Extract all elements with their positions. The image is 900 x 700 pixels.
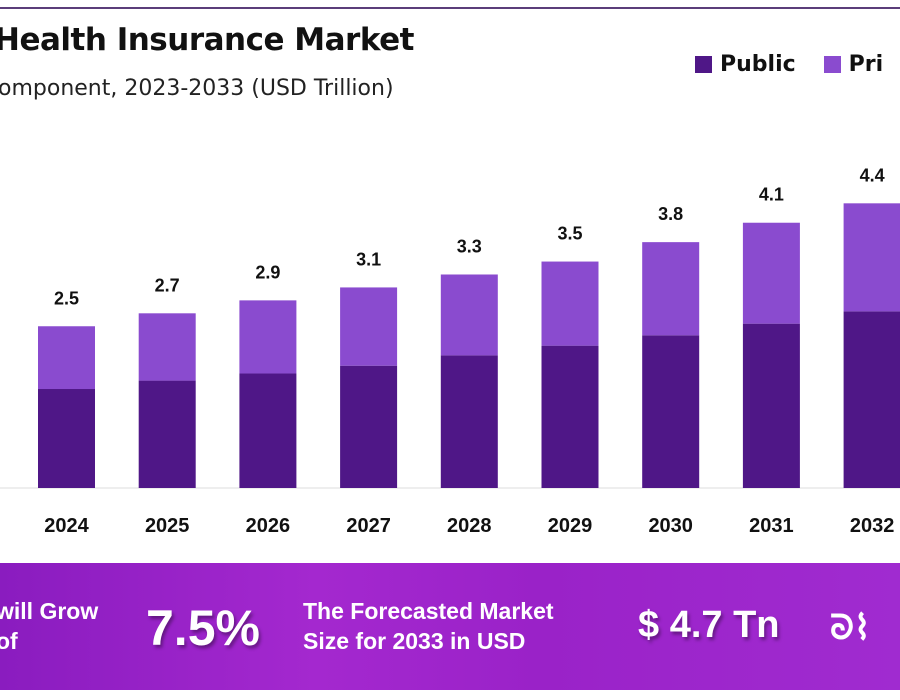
- x-tick-label-2032: 2032: [850, 515, 895, 537]
- bar-private-2028: [440, 274, 498, 356]
- data-label-2031: 4.1: [759, 185, 784, 205]
- data-label-2028: 3.3: [457, 236, 482, 256]
- x-tick-label-2031: 2031: [749, 515, 794, 537]
- x-tick-label-2029: 2029: [548, 515, 593, 537]
- bar-public-2032: [843, 311, 900, 488]
- bar-private-2024: [38, 326, 95, 390]
- forecast-text: The Forecasted Market Size for 2033 in U…: [303, 596, 554, 656]
- bar-private-2026: [239, 300, 297, 374]
- chart-subtitle: omponent, 2023-2033 (USD Trillion): [0, 76, 394, 101]
- growth-text-line2: of: [0, 628, 18, 654]
- bar-private-2032: [843, 203, 900, 312]
- legend-label-private: Pri: [848, 52, 884, 77]
- growth-text: will Grow of: [0, 596, 98, 656]
- legend-swatch-private: [823, 56, 841, 73]
- bar-public-2027: [340, 365, 398, 488]
- legend-swatch-public: [695, 56, 712, 73]
- legend-label-public: Public: [720, 52, 796, 77]
- x-tick-label-2030: 2030: [648, 515, 693, 537]
- x-tick-label-2025: 2025: [145, 515, 190, 537]
- bar-public-2031: [742, 323, 800, 488]
- forecast-text-line2: Size for 2033 in USD: [303, 628, 526, 654]
- legend-item-private: Pri: [823, 52, 884, 77]
- x-tick-label-2026: 2026: [246, 515, 291, 537]
- data-label-2027: 3.1: [356, 249, 381, 269]
- bar-private-2025: [138, 313, 196, 381]
- x-tick-label-2028: 2028: [447, 515, 492, 537]
- bar-public-2029: [541, 345, 599, 488]
- bar-private-2029: [541, 261, 599, 346]
- top-divider: [0, 7, 900, 9]
- bar-public-2024: [38, 389, 95, 488]
- bar-public-2026: [239, 373, 297, 488]
- bar-public-2028: [440, 355, 498, 488]
- brand-logo-icon: ᘐ⌇: [830, 609, 871, 647]
- data-label-2032: 4.4: [860, 165, 885, 185]
- bar-private-2031: [742, 222, 800, 324]
- bar-public-2030: [642, 335, 700, 488]
- data-label-2025: 2.7: [155, 275, 180, 295]
- forecast-value: $ 4.7 Tn: [638, 604, 780, 646]
- bar-public-2025: [138, 380, 196, 488]
- forecast-text-line1: The Forecasted Market: [303, 598, 554, 624]
- bar-private-2027: [340, 287, 398, 366]
- summary-banner: will Grow of 7.5% The Forecasted Market …: [0, 563, 900, 690]
- growth-text-line1: will Grow: [0, 598, 99, 624]
- bar-private-2030: [642, 242, 700, 336]
- legend: Public Pri: [695, 52, 883, 77]
- data-label-2030: 3.8: [658, 204, 683, 224]
- chart-title: Health Insurance Market: [0, 22, 414, 58]
- x-tick-label-2024: 2024: [44, 515, 89, 537]
- legend-item-public: Public: [695, 52, 796, 77]
- data-label-2024: 2.5: [54, 288, 79, 308]
- x-tick-label-2027: 2027: [346, 515, 391, 537]
- data-label-2026: 2.9: [255, 262, 280, 282]
- bar-chart: 2.5 2024 2.7 2025 2.9 2026 3.1 2027 3.3 2028 3.5 20…: [0, 165, 900, 537]
- cagr-value: 7.5%: [146, 600, 260, 656]
- data-label-2029: 3.5: [557, 224, 582, 244]
